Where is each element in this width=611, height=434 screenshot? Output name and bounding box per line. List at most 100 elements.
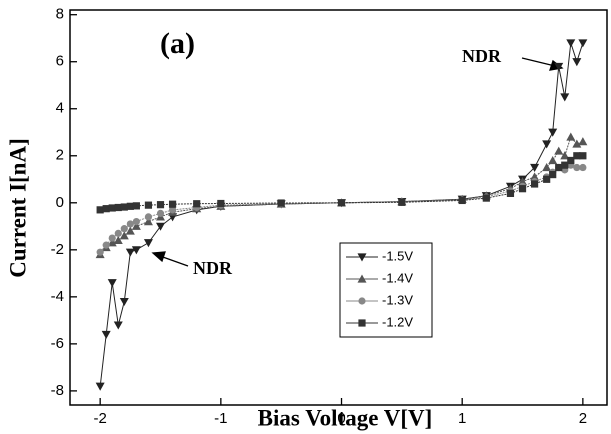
x-axis-label: Bias Voltage V[V] [258,405,433,430]
marker [119,297,129,307]
marker [542,140,552,149]
marker [156,209,165,217]
marker [193,200,201,208]
marker [482,194,490,202]
marker [337,199,346,207]
legend-marker [358,319,366,327]
marker [107,238,117,247]
marker [518,177,528,186]
marker [126,220,134,228]
marker [458,196,466,205]
legend-box [339,242,433,338]
marker [567,156,575,165]
marker [120,203,128,211]
marker [108,234,116,242]
annotation: NDR [193,258,233,278]
marker [126,202,134,210]
y-tick-label: -4 [51,288,64,305]
marker [543,175,551,183]
marker [143,217,153,226]
marker [554,146,564,155]
legend-marker [357,253,367,262]
x-tick-label: 1 [458,410,466,427]
marker [518,185,527,193]
marker [506,189,515,197]
y-tick-label: 8 [56,6,64,23]
marker [555,163,563,172]
marker [549,170,557,179]
legend-marker [357,274,367,283]
marker [572,139,582,148]
marker [144,213,153,221]
marker [561,161,569,169]
x-tick-label: -2 [93,410,106,427]
marker [554,62,564,71]
marker [113,321,123,330]
marker [96,206,104,214]
marker [102,241,110,249]
marker [168,200,177,208]
y-tick-label: -8 [51,382,64,399]
legend-label: -1.3V [382,292,413,307]
marker [132,202,140,210]
marker [579,152,587,160]
marker [120,225,128,233]
plot-frame [69,9,608,406]
y-tick-label: 4 [56,100,64,117]
marker [530,180,539,188]
marker [96,248,104,256]
y-tick-label: 2 [56,147,64,164]
marker [548,128,558,137]
marker [132,218,140,226]
marker [560,93,570,102]
marker [131,246,141,255]
legend-marker [358,297,366,305]
x-tick-label: 2 [579,410,587,427]
marker [530,172,540,181]
y-tick-label: 0 [56,194,64,211]
marker [573,163,581,172]
marker [102,205,110,213]
marker [114,229,122,237]
marker [548,155,558,165]
annotation: NDR [462,46,502,66]
y-axis-label: Current I[nA] [5,138,30,277]
marker [578,39,588,48]
marker [530,163,540,173]
marker [113,235,123,245]
marker [398,198,406,206]
marker [131,221,141,230]
legend-label: -1.4V [382,270,413,285]
marker [156,222,166,231]
legend-label: -1.2V [382,314,413,329]
y-tick-label: -6 [51,335,64,352]
marker [144,201,153,209]
marker [579,163,587,172]
marker [114,203,122,212]
marker [108,204,116,212]
arrow [151,57,564,267]
marker [566,132,576,141]
marker [125,226,135,235]
marker [573,152,581,160]
panel-label: (a) [160,27,195,60]
x-tick-label: -1 [214,410,227,427]
legend-label: -1.5V [382,248,413,263]
marker [560,151,570,160]
y-tick-label: -2 [51,241,64,258]
marker [101,330,111,339]
marker [566,39,576,48]
marker [107,279,117,288]
marker [572,58,582,67]
marker [156,201,165,209]
marker [95,382,105,391]
marker [119,231,129,240]
marker [143,239,153,248]
x-tick-label: 0 [337,410,345,427]
marker [542,163,552,172]
marker [578,137,588,146]
marker [125,248,135,257]
y-tick-label: 6 [56,53,64,70]
marker [217,199,225,208]
